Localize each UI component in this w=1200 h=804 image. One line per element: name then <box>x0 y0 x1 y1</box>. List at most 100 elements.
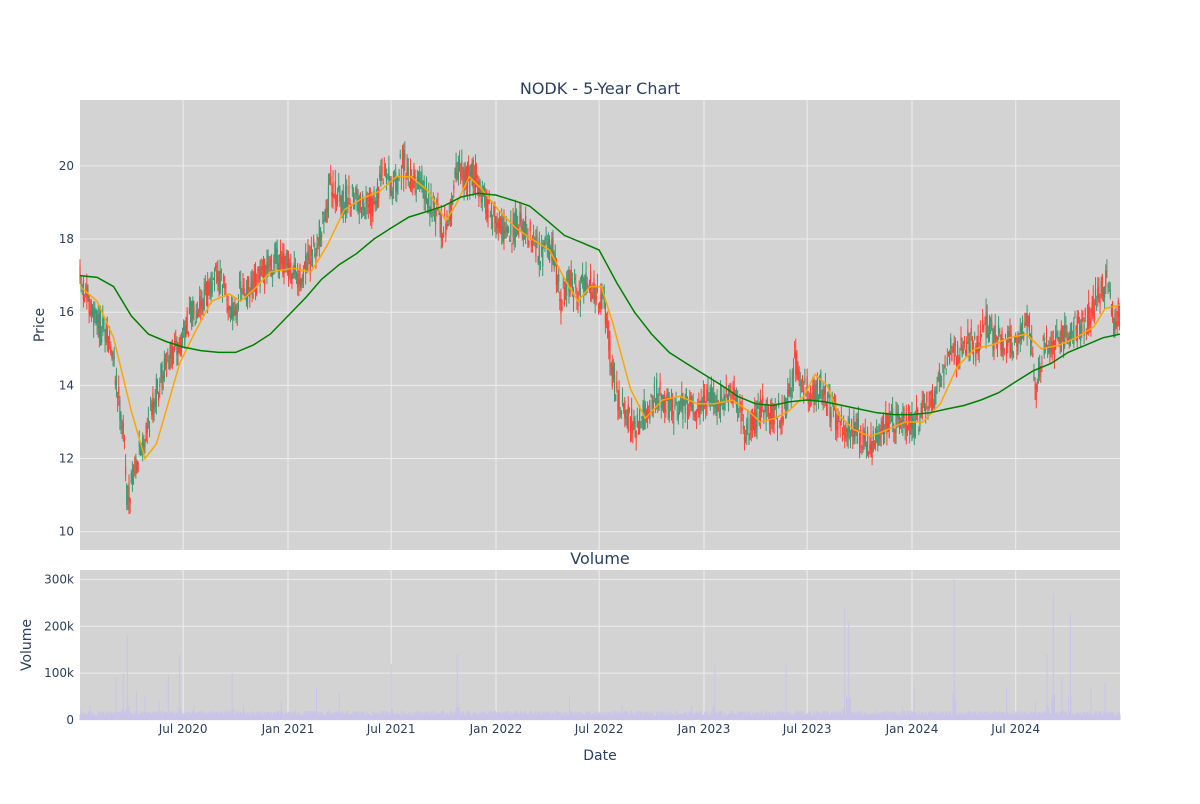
candle-body <box>766 398 768 407</box>
volume-bar <box>100 712 102 720</box>
volume-bar <box>483 712 485 720</box>
candle-body <box>403 150 405 180</box>
x-tick-label: Jan 2024 <box>885 722 939 736</box>
volume-bar <box>427 715 429 720</box>
candle-body <box>1092 296 1094 316</box>
candle-body <box>560 298 562 314</box>
volume-bar <box>754 714 756 720</box>
candle-body <box>218 277 220 287</box>
volume-bar <box>499 712 501 720</box>
volume-bar <box>604 711 606 720</box>
candle-body <box>795 351 797 376</box>
candle-body <box>102 317 104 330</box>
volume-bar <box>517 712 519 720</box>
candle-body <box>868 452 870 455</box>
candle-body <box>1080 325 1082 342</box>
volume-bar <box>908 710 910 720</box>
candle-body <box>768 420 771 426</box>
volume-bar <box>583 714 585 720</box>
volume-bar <box>1109 715 1111 720</box>
volume-bar <box>373 711 375 720</box>
candle-body <box>159 384 161 387</box>
volume-bar <box>419 713 421 720</box>
volume-bar <box>1059 711 1061 720</box>
volume-bar <box>826 712 828 720</box>
price-plot-area[interactable] <box>80 100 1120 550</box>
candle-body <box>1102 290 1105 296</box>
candle-body <box>705 402 707 407</box>
candle-body <box>1017 332 1019 352</box>
candle-body <box>633 417 635 424</box>
volume-bar <box>794 713 796 720</box>
volume-bar <box>211 710 213 720</box>
candle-body <box>779 421 781 428</box>
volume-bar <box>472 713 474 720</box>
volume-bar <box>539 716 541 720</box>
volume-bar <box>518 715 520 720</box>
candle-body <box>348 185 350 194</box>
volume-bar <box>479 711 481 720</box>
volume-bar <box>1031 712 1033 720</box>
candle-body <box>922 400 924 401</box>
candle-body <box>1021 320 1024 330</box>
candle-body <box>388 167 390 181</box>
volume-plot-area[interactable] <box>80 570 1120 720</box>
volume-bar <box>142 711 144 720</box>
candle-body <box>136 468 138 471</box>
volume-bar <box>677 715 679 720</box>
volume-bar <box>140 711 142 720</box>
volume-bar <box>1048 707 1050 720</box>
volume-bar <box>351 715 353 720</box>
volume-bar <box>272 715 274 720</box>
volume-bar <box>215 712 217 720</box>
x-tick-label: Jan 2022 <box>469 722 523 736</box>
volume-bar <box>805 715 807 720</box>
volume-bar <box>631 710 633 720</box>
volume-bar <box>1004 714 1006 720</box>
volume-bar <box>714 663 716 720</box>
volume-bar <box>481 711 483 720</box>
candle-body <box>682 400 684 420</box>
volume-bar <box>164 714 166 720</box>
volume-bar <box>1115 715 1117 720</box>
volume-bar <box>411 715 413 720</box>
volume-bar <box>539 712 541 720</box>
candle-body <box>727 387 730 406</box>
candle-body <box>215 265 217 269</box>
volume-bar <box>329 711 331 720</box>
candle-body <box>1041 362 1043 364</box>
volume-bar <box>338 712 340 720</box>
volume-bar <box>898 711 900 720</box>
candle-body <box>334 181 336 203</box>
volume-bar <box>982 714 984 720</box>
volume-bar <box>564 712 566 720</box>
volume-bar <box>569 696 571 720</box>
volume-bar <box>655 716 657 720</box>
candle-body <box>1049 347 1051 352</box>
x-tick-label: Jan 2023 <box>677 722 731 736</box>
candle-body <box>745 436 747 442</box>
candle-body <box>731 395 733 397</box>
volume-bar <box>338 691 340 720</box>
candle-body <box>252 280 254 290</box>
volume-bar <box>1021 715 1023 720</box>
candle-body <box>533 232 535 236</box>
volume-bar <box>1024 712 1026 720</box>
volume-bar <box>391 712 393 720</box>
volume-bar <box>996 713 998 720</box>
candle-body <box>520 213 522 223</box>
volume-bar <box>349 715 351 720</box>
candle-body <box>574 277 576 280</box>
volume-bar <box>763 715 765 720</box>
candle-body <box>465 166 467 184</box>
volume-bar <box>418 714 420 720</box>
candle-body <box>782 417 784 423</box>
volume-bar <box>1097 710 1099 720</box>
volume-bar <box>521 714 523 720</box>
volume-bar <box>542 711 544 720</box>
volume-bar <box>908 711 910 720</box>
candle-body <box>1032 353 1034 358</box>
candle-body <box>538 237 540 265</box>
candle-body <box>175 341 177 343</box>
volume-bar <box>720 710 722 720</box>
